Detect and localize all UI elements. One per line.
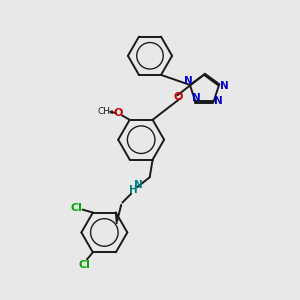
- Text: Cl: Cl: [79, 260, 91, 270]
- Text: N: N: [220, 81, 228, 92]
- Text: N: N: [184, 76, 193, 86]
- Text: N: N: [214, 96, 223, 106]
- Text: O: O: [174, 92, 183, 102]
- Text: N: N: [134, 181, 143, 190]
- Text: N: N: [192, 94, 200, 103]
- Text: CH₃: CH₃: [98, 107, 114, 116]
- Text: Cl: Cl: [71, 203, 82, 213]
- Text: H: H: [129, 184, 138, 195]
- Text: O: O: [114, 108, 123, 118]
